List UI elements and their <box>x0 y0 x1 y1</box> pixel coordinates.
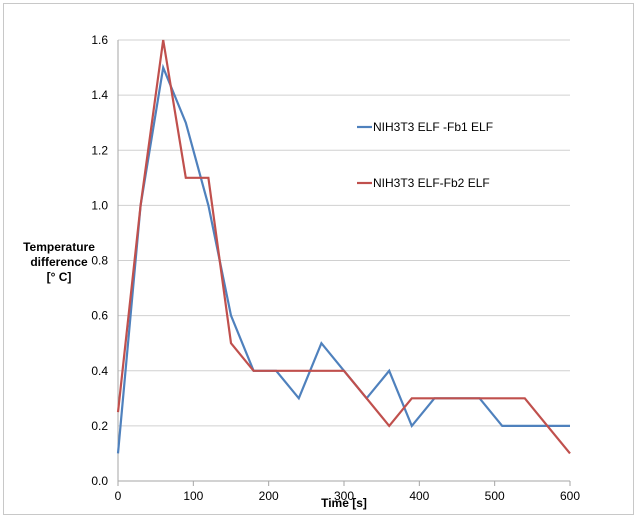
x-tick-label: 400 <box>409 489 429 503</box>
x-tick-label: 500 <box>485 489 505 503</box>
y-axis-title: Temperature difference [° C] <box>23 240 95 284</box>
x-tick-labels: 0 100 200 300 400 500 600 <box>115 489 581 503</box>
y-tick-label: 1.0 <box>91 198 108 212</box>
x-tick-label: 300 <box>334 489 354 503</box>
legend-label-2: NIH3T3 ELF-Fb2 ELF <box>373 176 490 190</box>
x-tick-label: 200 <box>259 489 279 503</box>
y-tick-label: 1.4 <box>91 88 108 102</box>
y-axis-title-line-3: [° C] <box>47 270 72 284</box>
x-tick-label: 100 <box>183 489 203 503</box>
chart-frame <box>3 3 634 515</box>
y-tick-label: 0.4 <box>91 364 108 378</box>
legend: NIH3T3 ELF -Fb1 ELF NIH3T3 ELF-Fb2 ELF <box>357 120 493 190</box>
y-tick-label: 0.6 <box>91 309 108 323</box>
series-lines <box>116 39 571 455</box>
y-tick-label: 1.6 <box>91 33 108 47</box>
y-tick-label: 1.2 <box>91 143 108 157</box>
legend-label-1: NIH3T3 ELF -Fb1 ELF <box>373 120 493 134</box>
y-tick-labels: 0.0 0.2 0.4 0.6 0.8 1.0 1.2 1.4 1.6 <box>91 33 108 488</box>
x-axis-title: Time [s] <box>321 496 367 510</box>
y-axis-title-line-2: difference <box>30 255 88 269</box>
grid-lines <box>118 39 570 427</box>
y-tick-label: 0.0 <box>91 474 108 488</box>
x-tick-label: 0 <box>115 489 122 503</box>
y-tick-label: 0.8 <box>91 254 108 268</box>
axes <box>117 40 571 486</box>
series-line-2 <box>116 39 571 455</box>
y-tick-label: 0.2 <box>91 419 108 433</box>
y-axis-title-line-1: Temperature <box>23 240 95 254</box>
x-tick-label: 600 <box>560 489 580 503</box>
